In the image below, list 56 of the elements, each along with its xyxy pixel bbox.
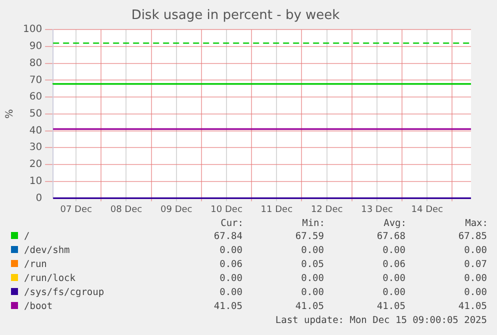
y-tick-label: 40 [29, 125, 42, 136]
x-tick-label: 11 Dec [260, 204, 293, 215]
text: 0.00 [218, 244, 244, 258]
x-tick-label: 10 Dec [210, 204, 242, 215]
text: Cur: [220, 218, 244, 230]
text: 0.00 [218, 272, 244, 286]
text: 41.05 [294, 300, 325, 314]
x-tick-label: 08 Dec [110, 204, 142, 215]
legend-label: /dev/shm [23, 244, 71, 258]
y-tick-label: 30 [29, 142, 42, 154]
y-tick-label: 90 [29, 41, 42, 52]
text: Avg: [382, 218, 406, 230]
text: 67.68 [376, 230, 406, 244]
x-tick-label: 09 Dec [160, 204, 192, 215]
text: 0.06 [382, 258, 406, 272]
y-axis-title: % [4, 109, 16, 119]
y-tick-label: 10 [29, 176, 42, 187]
text: 0.00 [463, 244, 488, 258]
text: 67.85 [457, 230, 488, 244]
text: 0.00 [300, 286, 325, 300]
text: 0.00 [463, 286, 488, 300]
text: 0.00 [300, 272, 325, 286]
text: 41.05 [457, 300, 488, 314]
text: 0.00 [382, 272, 406, 286]
y-tick-label: 80 [29, 58, 42, 69]
x-tick-label: 13 Dec [361, 204, 393, 215]
text: 0.00 [382, 244, 406, 258]
text: 67.59 [294, 230, 325, 244]
text: 0.00 [463, 272, 488, 286]
y-tick-label: 20 [29, 159, 42, 170]
text: Min: [301, 218, 325, 230]
text: Max: [464, 218, 488, 230]
x-tick-label: 12 Dec [310, 204, 343, 215]
y-tick-label: 50 [29, 108, 42, 120]
legend-label: /run/lock [23, 272, 76, 286]
text: 0.00 [218, 286, 244, 300]
text: 0.00 [300, 244, 325, 258]
text: Last update: Mon Dec 15 09:00:05 2025 [274, 314, 488, 328]
x-tick-label: 14 Dec [411, 204, 444, 215]
text: 41.05 [376, 300, 406, 314]
text: 67.84 [212, 230, 244, 244]
x-tick-label: 07 Dec [60, 204, 92, 215]
y-tick-label: 70 [29, 74, 42, 86]
y-tick-label: 0 [36, 192, 42, 204]
text: 0.00 [382, 286, 406, 300]
chart-title: Disk usage in percent - by week [131, 8, 340, 24]
text: 0.07 [463, 258, 488, 272]
legend-label: /sys/fs/cgroup [23, 286, 106, 300]
legend-label: /run [23, 258, 48, 272]
legend-label: /boot [23, 300, 54, 314]
y-tick-label: 60 [29, 92, 42, 103]
text: 0.06 [218, 258, 244, 272]
text: 41.05 [212, 300, 244, 314]
legend-label: / [23, 230, 31, 244]
y-tick-label: 100 [22, 24, 42, 36]
text: 0.05 [300, 258, 325, 272]
